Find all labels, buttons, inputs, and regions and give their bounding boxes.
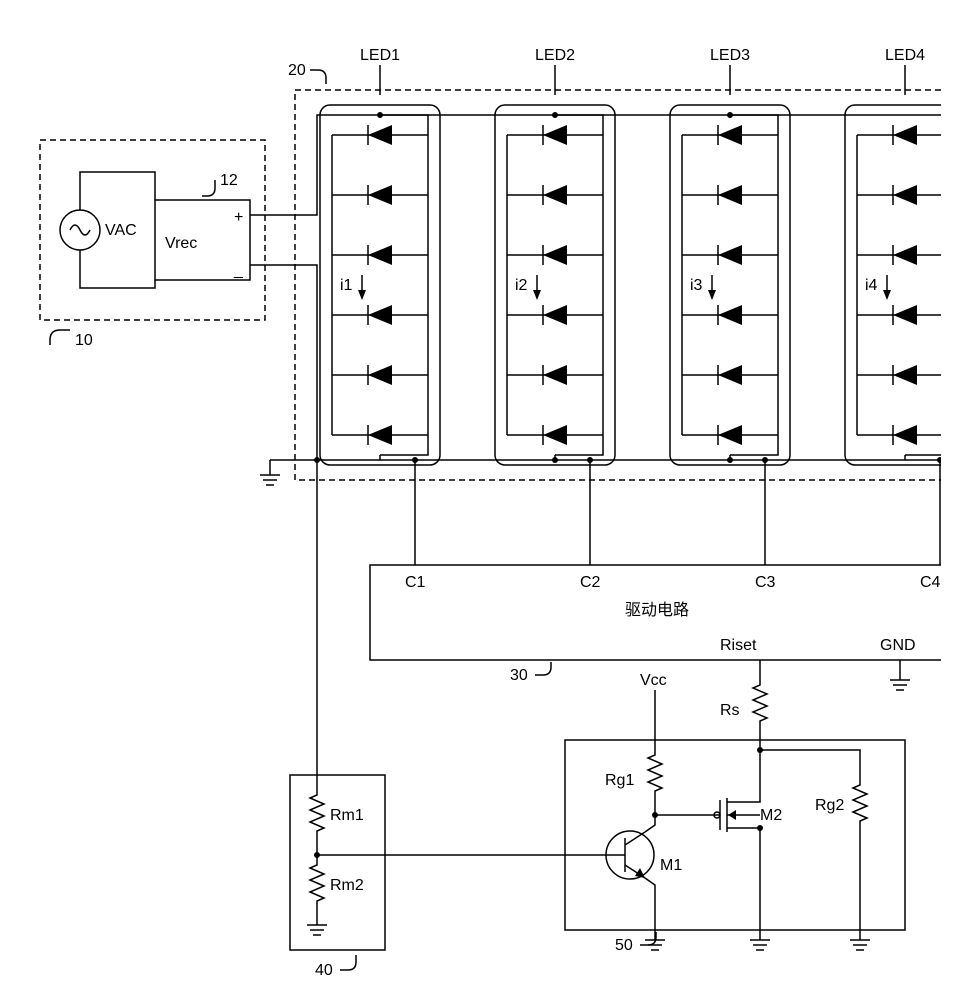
resistor-rs xyxy=(753,680,767,740)
led-string-2: i2 xyxy=(495,105,615,465)
i3-label: i3 xyxy=(690,277,703,294)
led4-box xyxy=(845,105,941,465)
i4-label: i4 xyxy=(865,277,878,294)
wire-vac-bot xyxy=(80,250,155,288)
bjt-m1 xyxy=(605,831,654,879)
m2-label: M2 xyxy=(760,807,782,824)
led1-box xyxy=(320,105,440,465)
led-string-1: i1 xyxy=(320,105,440,465)
c2-label: C2 xyxy=(580,574,601,591)
rs-label: Rs xyxy=(720,702,740,719)
resistor-rg2 xyxy=(853,780,867,940)
ref50-leader xyxy=(640,932,656,945)
vrec-minus: _ xyxy=(233,262,244,279)
rg2-label: Rg2 xyxy=(815,797,844,814)
rm2-label: Rm2 xyxy=(330,877,364,894)
gnd-rm2 xyxy=(307,925,327,935)
gnd-m2 xyxy=(750,940,770,950)
ref50-label: 50 xyxy=(615,937,633,954)
led4-label: LED4 xyxy=(885,47,925,64)
led-string-4: i4 xyxy=(845,105,941,465)
block-20 xyxy=(295,90,941,480)
wire-vac-top xyxy=(80,172,155,210)
ref12-leader xyxy=(202,180,215,196)
m1-label: M1 xyxy=(660,857,682,874)
i1-label: i1 xyxy=(340,277,353,294)
led3-label: LED3 xyxy=(710,47,750,64)
vrec-label: Vrec xyxy=(165,235,197,252)
c4-label: C4 xyxy=(920,574,941,591)
vcc-label: Vcc xyxy=(640,672,667,689)
ref30-label: 30 xyxy=(510,667,528,684)
gnd-label: GND xyxy=(880,637,916,654)
ref40-leader xyxy=(340,955,356,970)
ref10-leader xyxy=(50,330,70,345)
block-10 xyxy=(40,140,265,320)
ref30-leader xyxy=(535,662,551,675)
led2-box xyxy=(495,105,615,465)
resistor-rg1 xyxy=(648,750,662,810)
led1-label: LED1 xyxy=(360,47,400,64)
vac-sine xyxy=(70,225,90,235)
wire-vrec-plus xyxy=(250,115,380,215)
resistor-rm2 xyxy=(310,855,324,925)
ref20-label: 20 xyxy=(288,62,306,79)
i2-label: i2 xyxy=(515,277,528,294)
vac-label: VAC xyxy=(105,222,137,239)
rg1-label: Rg1 xyxy=(605,772,634,789)
ref20-leader xyxy=(310,70,326,84)
vrec-plus: + xyxy=(234,209,243,226)
c3-label: C3 xyxy=(755,574,776,591)
led-string-3: i3 xyxy=(670,105,790,465)
riset-label: Riset xyxy=(720,637,757,654)
wire-vrec-minus xyxy=(250,265,317,460)
led2-label: LED2 xyxy=(535,47,575,64)
ref40-label: 40 xyxy=(315,962,333,979)
block-40 xyxy=(290,775,385,950)
gnd-pin-sym xyxy=(890,680,910,690)
ref10-label: 10 xyxy=(75,332,93,349)
driver-label: 驱动电路 xyxy=(625,601,689,619)
rm1-label: Rm1 xyxy=(330,807,364,824)
led3-box xyxy=(670,105,790,465)
resistor-rm1 xyxy=(310,790,324,855)
c1-label: C1 xyxy=(405,574,426,591)
ref12-label: 12 xyxy=(220,172,238,189)
circuit-diagram: 10 VAC Vrec + _ 12 20 LED1 LED2 LED3 LED… xyxy=(20,20,941,980)
gnd-rg2 xyxy=(850,940,870,950)
gnd-10 xyxy=(260,475,280,485)
